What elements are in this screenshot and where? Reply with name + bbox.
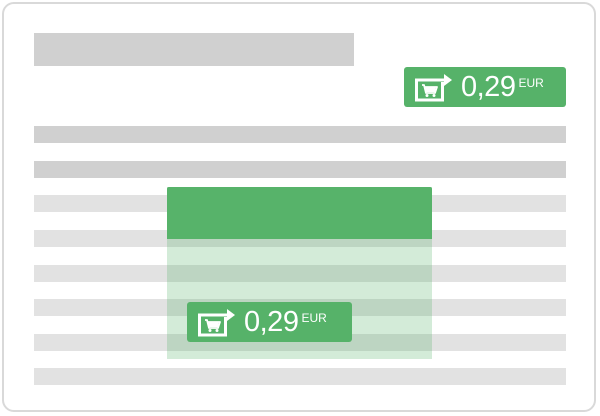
text-line-placeholder xyxy=(34,265,566,282)
price-currency: EUR xyxy=(301,311,327,325)
title-placeholder xyxy=(34,33,354,66)
price-badge[interactable]: 0,29 EUR xyxy=(404,67,566,107)
price-amount: 0,29 xyxy=(244,305,299,338)
text-line-placeholder xyxy=(34,334,566,351)
text-line-placeholder xyxy=(34,368,566,385)
cart-arrow-icon xyxy=(198,309,235,337)
price-badge[interactable]: 0,29 EUR xyxy=(187,302,352,342)
text-line-placeholder xyxy=(34,161,566,178)
cart-arrow-icon xyxy=(415,74,452,102)
price-amount: 0,29 xyxy=(461,70,516,103)
product-popup-header xyxy=(167,187,432,239)
price-currency: EUR xyxy=(518,76,544,90)
text-line-placeholder xyxy=(34,126,566,143)
